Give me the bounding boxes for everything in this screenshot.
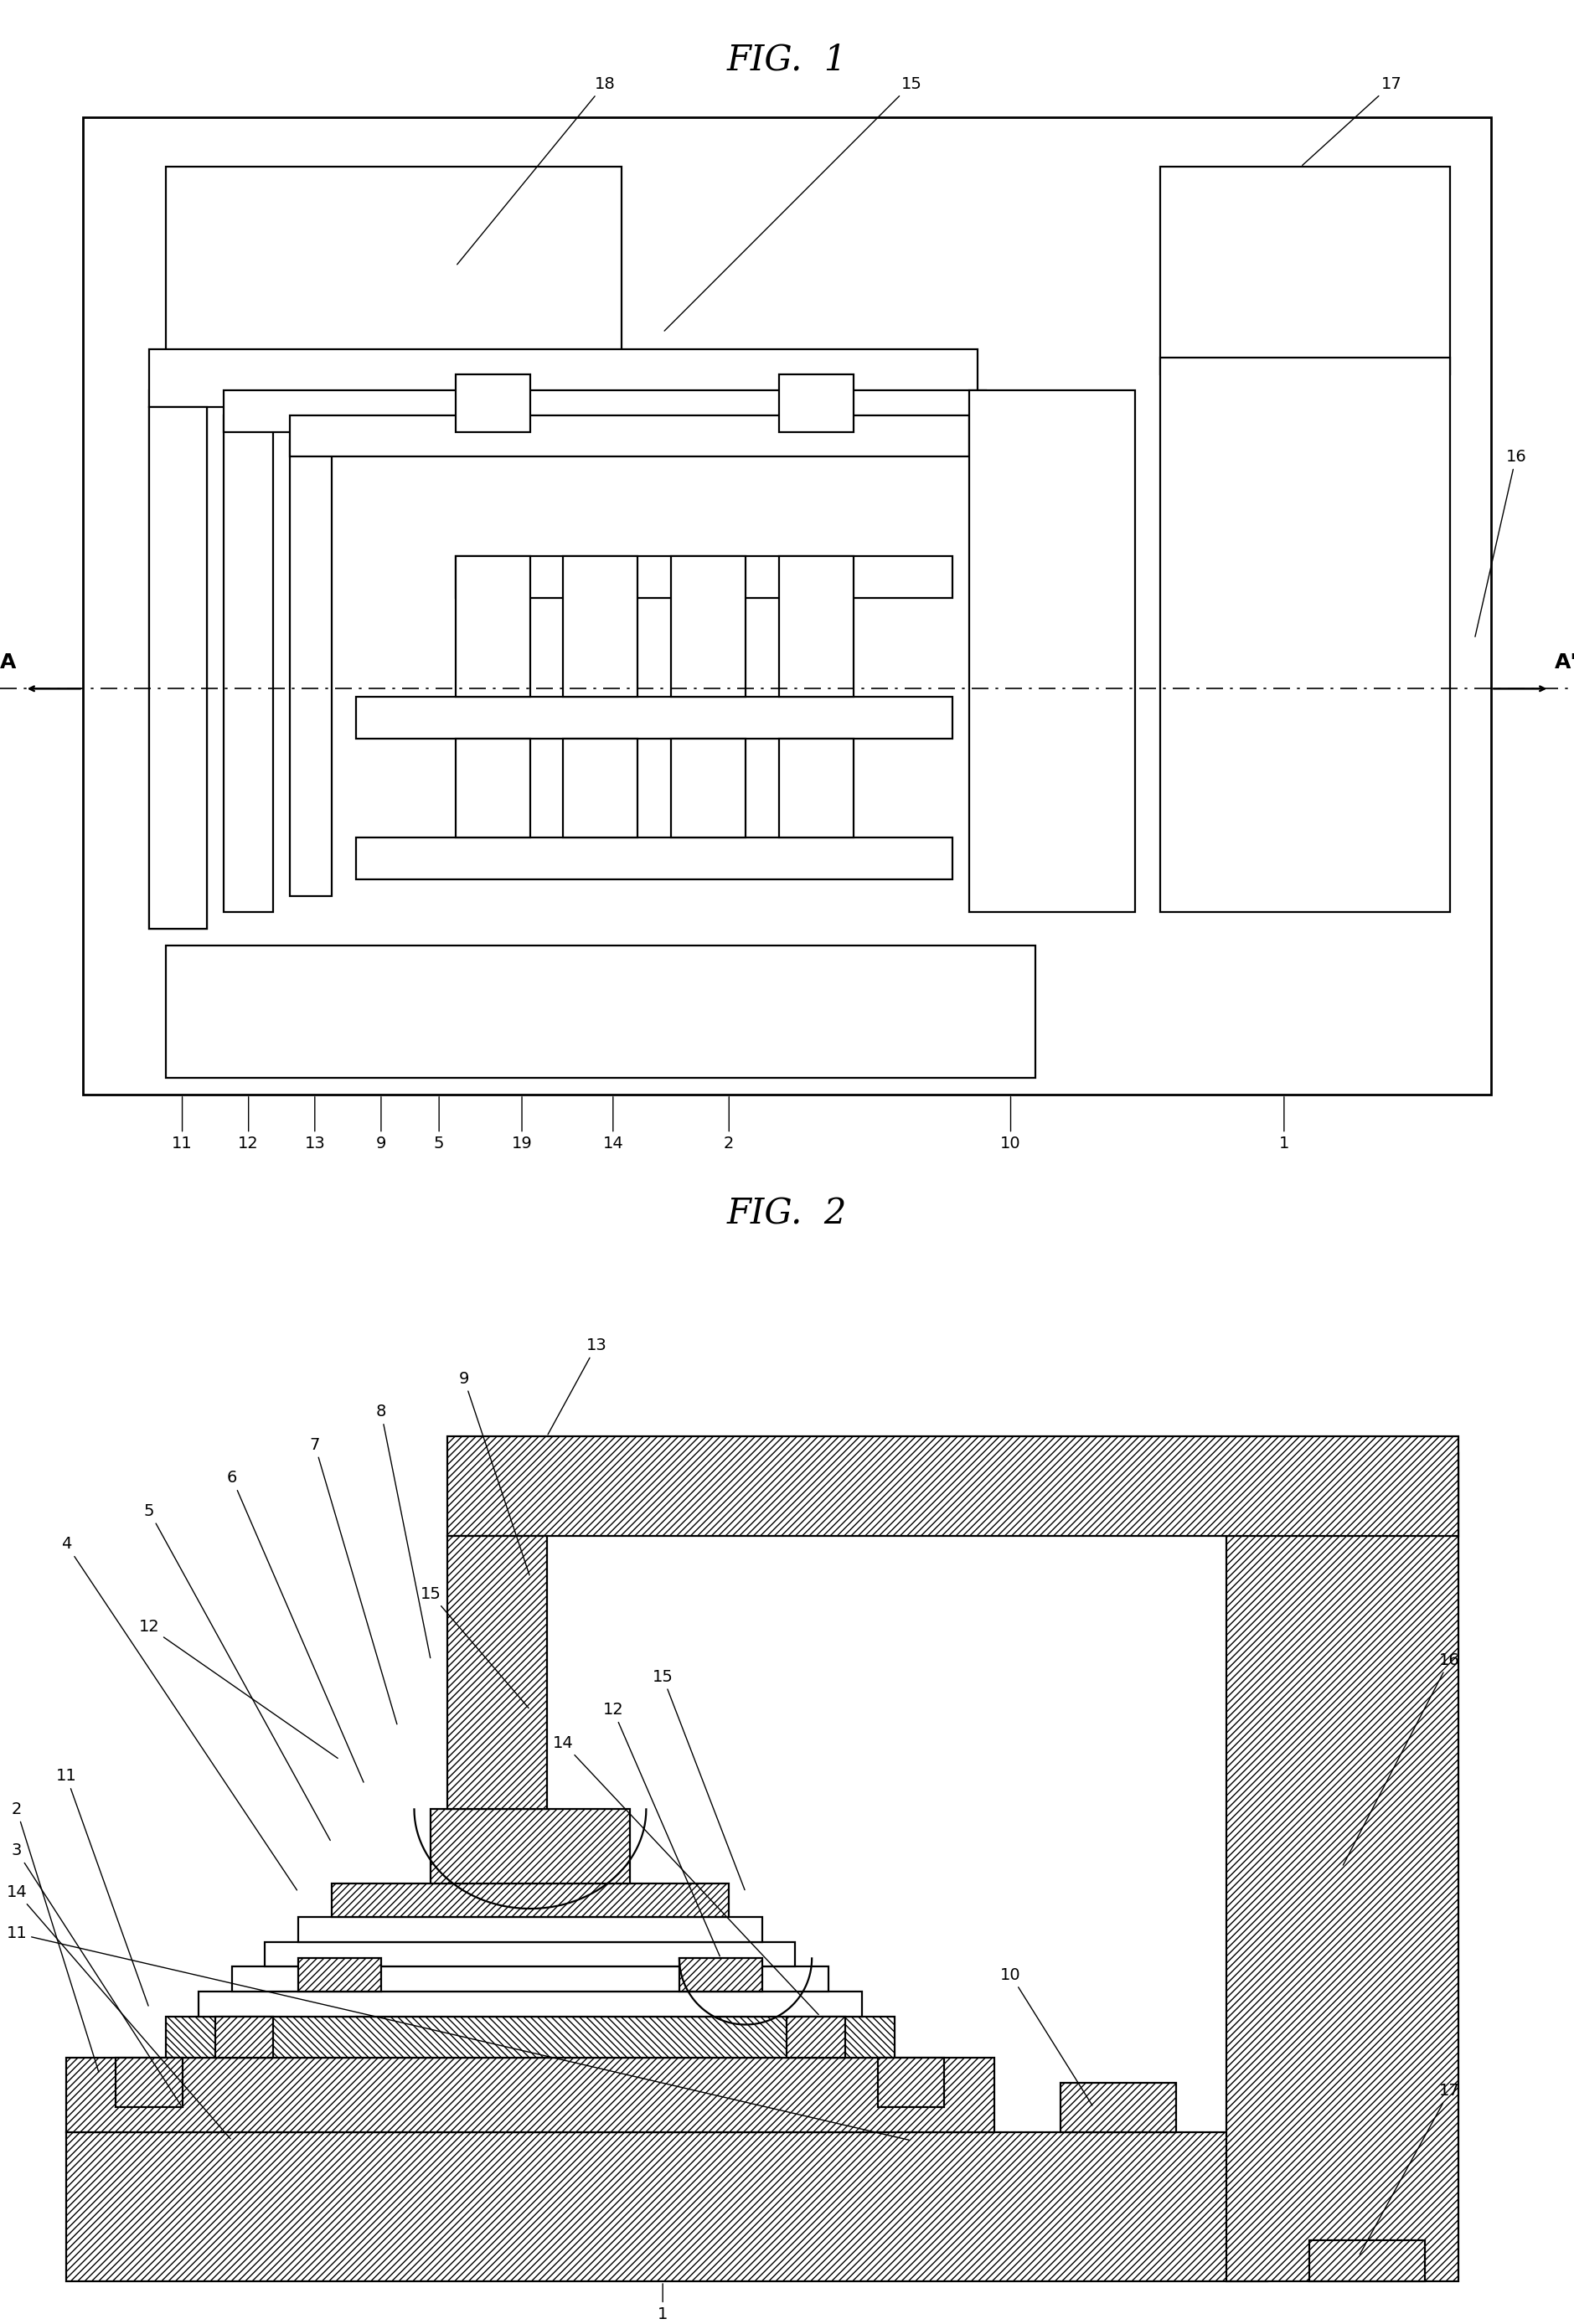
Bar (332, 1885, 729, 1917)
Bar (878, 2057, 944, 2108)
Bar (66, 2057, 995, 2131)
Bar (224, 416, 274, 913)
Text: 9: 9 (376, 1097, 386, 1153)
Bar (1061, 2082, 1176, 2131)
Bar (66, 2131, 1267, 2282)
Bar (231, 1966, 828, 1992)
Bar (150, 349, 977, 407)
Bar (264, 1943, 795, 1966)
Bar (680, 1959, 762, 1992)
Text: 9: 9 (458, 1371, 529, 1576)
Bar (165, 2017, 894, 2057)
Bar (970, 390, 1135, 913)
Text: 5: 5 (434, 1097, 444, 1153)
Text: 10: 10 (1001, 1097, 1022, 1153)
Bar (224, 390, 985, 432)
Text: 14: 14 (6, 1885, 230, 2138)
Text: 1: 1 (1278, 1097, 1289, 1153)
Bar (290, 439, 332, 895)
Text: 11: 11 (6, 1927, 910, 2140)
Text: 6: 6 (227, 1471, 364, 1783)
Text: 16: 16 (1475, 449, 1527, 637)
Text: 8: 8 (376, 1404, 430, 1657)
Text: 13: 13 (304, 1097, 326, 1153)
Bar (1160, 167, 1450, 374)
Bar (356, 697, 952, 739)
Bar (447, 1536, 546, 1810)
Bar (150, 390, 208, 930)
Bar (455, 374, 530, 432)
Bar (150, 407, 208, 930)
Bar (455, 555, 952, 597)
Text: 18: 18 (456, 77, 615, 265)
Text: 10: 10 (1001, 1966, 1092, 2106)
Bar (563, 739, 637, 837)
Bar (198, 1992, 861, 2017)
Text: 3: 3 (11, 1843, 181, 2106)
Text: 12: 12 (139, 1620, 338, 1759)
Text: 17: 17 (1360, 2082, 1461, 2254)
Bar (779, 739, 853, 837)
Text: 4: 4 (61, 1536, 297, 1889)
Bar (671, 555, 746, 697)
Bar (165, 167, 622, 374)
Bar (779, 374, 853, 432)
Bar (116, 2057, 183, 2108)
Bar (290, 416, 970, 458)
Bar (431, 1810, 630, 1885)
Bar (779, 555, 853, 697)
Text: 16: 16 (1343, 1652, 1461, 1866)
Bar (83, 116, 1491, 1095)
Text: 11: 11 (57, 1769, 148, 2006)
Text: 12: 12 (603, 1701, 719, 1957)
Bar (455, 555, 530, 697)
Text: 14: 14 (603, 1097, 623, 1153)
Text: 14: 14 (552, 1736, 818, 2015)
Bar (671, 739, 746, 837)
Bar (297, 1959, 381, 1992)
Text: 19: 19 (512, 1097, 532, 1153)
Bar (447, 1436, 1458, 1536)
Bar (1226, 1452, 1458, 2282)
Bar (356, 837, 952, 878)
Text: A': A' (1555, 653, 1574, 672)
Bar (455, 739, 530, 837)
Bar (563, 555, 637, 697)
Text: 11: 11 (172, 1097, 192, 1153)
Text: 1: 1 (658, 2284, 667, 2322)
Text: 12: 12 (238, 1097, 258, 1153)
Text: 15: 15 (664, 77, 922, 330)
Text: 5: 5 (143, 1504, 331, 1841)
Text: A: A (0, 653, 16, 672)
Text: FIG.  1: FIG. 1 (727, 42, 847, 77)
Text: 2: 2 (11, 1801, 99, 2073)
Text: 15: 15 (652, 1669, 745, 1889)
Bar (165, 946, 1036, 1078)
Bar (216, 2017, 274, 2057)
Bar (1310, 2240, 1424, 2282)
Text: FIG.  2: FIG. 2 (727, 1197, 847, 1232)
Bar (297, 1917, 762, 1943)
Bar (787, 2017, 845, 2057)
Text: 13: 13 (548, 1339, 608, 1434)
Bar (1160, 358, 1450, 913)
Text: 7: 7 (310, 1436, 397, 1724)
Text: 2: 2 (724, 1097, 733, 1153)
Text: 15: 15 (420, 1585, 529, 1708)
Text: 17: 17 (1302, 77, 1402, 165)
